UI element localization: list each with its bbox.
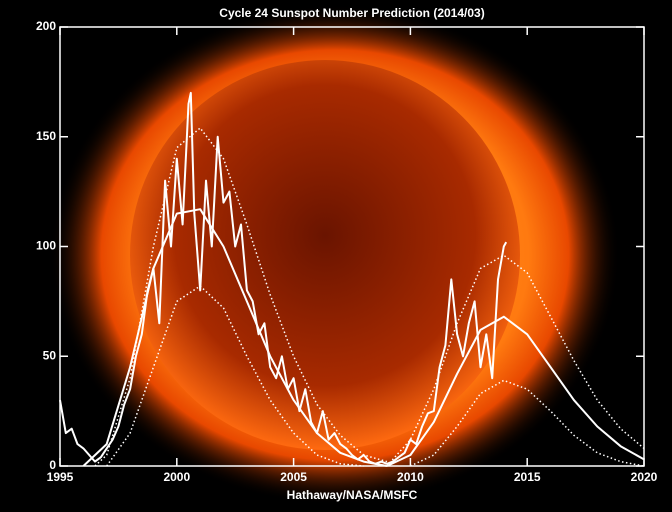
x-tick-label: 1995 (47, 470, 74, 484)
x-tick-label: 2000 (163, 470, 190, 484)
y-tick-label: 100 (36, 239, 56, 253)
series-line (106, 285, 364, 467)
sun-disk (130, 60, 520, 450)
series-line (386, 315, 645, 467)
y-tick-label: 0 (49, 458, 56, 472)
x-axis-label: Hathaway/NASA/MSFC (287, 488, 418, 502)
y-tick-label: 200 (36, 19, 56, 33)
series-line (59, 91, 508, 465)
series-line (94, 127, 388, 467)
x-tick-label: 2020 (631, 470, 658, 484)
x-tick-label: 2010 (397, 470, 424, 484)
x-tick-label: 2015 (514, 470, 541, 484)
chart-title: Cycle 24 Sunspot Number Prediction (2014… (219, 6, 484, 20)
x-tick-label: 2005 (280, 470, 307, 484)
series-line (82, 208, 388, 467)
y-tick-label: 150 (36, 129, 56, 143)
y-tick-label: 50 (43, 348, 57, 362)
